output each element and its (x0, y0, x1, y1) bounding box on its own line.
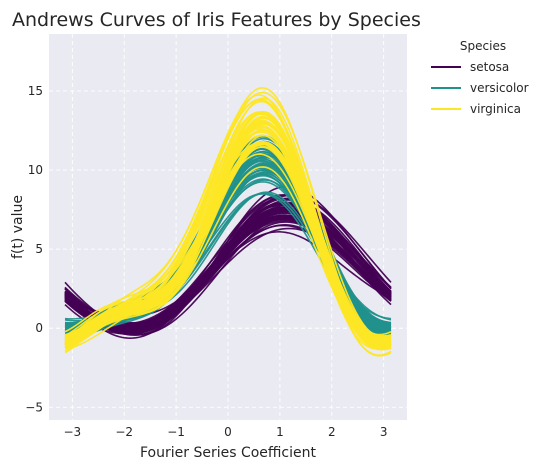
curve-virginica (64, 141, 392, 340)
curve-setosa (64, 212, 392, 328)
legend-label: versicolor (470, 81, 529, 95)
curve-virginica (64, 120, 392, 341)
y-axis-title: f(t) value (10, 195, 26, 259)
curve-setosa (64, 202, 392, 331)
series-virginica (64, 87, 392, 357)
x-tick-label: 2 (328, 425, 336, 439)
series-setosa (64, 185, 392, 339)
legend: Species setosa versicolor virginica (431, 39, 529, 116)
x-tick-label: −3 (63, 425, 81, 439)
x-tick-label: 3 (380, 425, 388, 439)
legend-label: setosa (470, 60, 509, 74)
legend-title: Species (460, 39, 506, 53)
y-tick-label: 15 (28, 84, 43, 98)
y-tick-label: 0 (35, 321, 43, 335)
x-tick-label: −2 (115, 425, 133, 439)
y-tick-label: 10 (28, 163, 43, 177)
x-tick-label: 1 (276, 425, 284, 439)
y-tick-label: −5 (25, 400, 43, 414)
axis-ticks: −3 −2 −1 0 1 2 3 −5 0 5 10 15 (25, 84, 387, 439)
curve-virginica (64, 141, 392, 345)
x-tick-label: −1 (167, 425, 185, 439)
curves (64, 87, 392, 357)
x-axis-title: Fourier Series Coefficient (140, 445, 317, 461)
x-tick-label: 0 (224, 425, 232, 439)
y-tick-label: 5 (35, 242, 43, 256)
legend-label: virginica (470, 102, 521, 116)
chart-title: Andrews Curves of Iris Features by Speci… (12, 9, 421, 31)
